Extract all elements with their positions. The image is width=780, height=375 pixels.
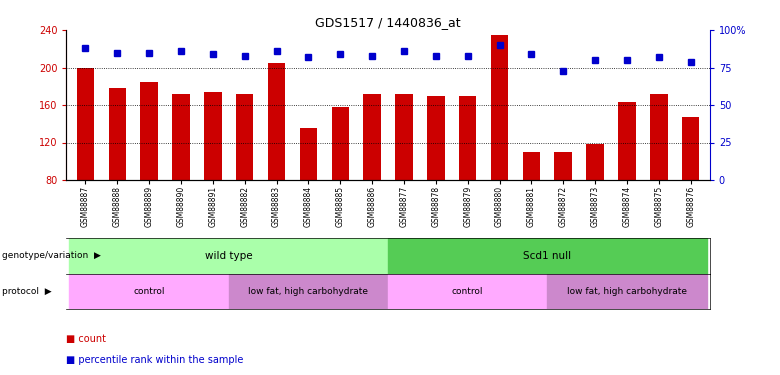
Bar — [268, 63, 285, 180]
Bar — [69, 238, 388, 274]
Title: GDS1517 / 1440836_at: GDS1517 / 1440836_at — [315, 16, 461, 29]
Bar — [395, 94, 413, 180]
Bar — [300, 128, 317, 180]
Text: control: control — [452, 287, 484, 296]
Bar — [229, 274, 388, 309]
Text: control: control — [133, 287, 165, 296]
Bar — [363, 94, 381, 180]
Bar — [236, 94, 254, 180]
Bar — [587, 144, 604, 180]
Bar — [523, 152, 541, 180]
Bar — [491, 35, 509, 180]
Bar — [108, 88, 126, 180]
Text: genotype/variation  ▶: genotype/variation ▶ — [2, 251, 101, 260]
Text: Scd1 null: Scd1 null — [523, 251, 572, 261]
Bar — [332, 107, 349, 180]
Bar — [427, 96, 445, 180]
Bar — [650, 94, 668, 180]
Text: ■ count: ■ count — [66, 334, 106, 344]
Bar — [69, 274, 229, 309]
Text: low fat, high carbohydrate: low fat, high carbohydrate — [248, 287, 368, 296]
Text: ■ percentile rank within the sample: ■ percentile rank within the sample — [66, 355, 243, 365]
Bar — [172, 94, 190, 180]
Bar — [140, 82, 158, 180]
Text: wild type: wild type — [205, 251, 253, 261]
Bar — [548, 274, 707, 309]
Bar — [388, 274, 548, 309]
Text: protocol  ▶: protocol ▶ — [2, 287, 51, 296]
Bar — [204, 92, 222, 180]
Text: low fat, high carbohydrate: low fat, high carbohydrate — [567, 287, 687, 296]
Bar — [619, 102, 636, 180]
Bar — [388, 238, 707, 274]
Bar — [682, 117, 700, 180]
Bar — [459, 96, 477, 180]
Bar — [76, 68, 94, 180]
Bar — [555, 152, 572, 180]
